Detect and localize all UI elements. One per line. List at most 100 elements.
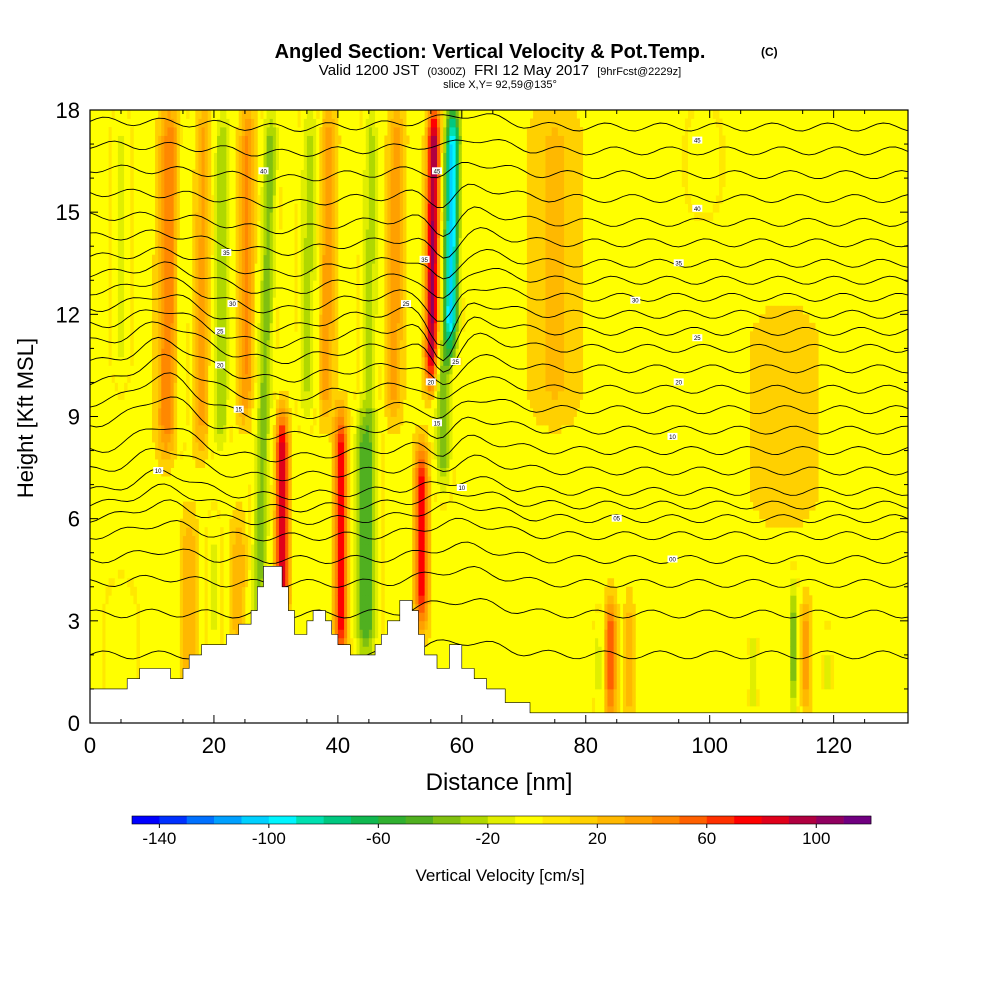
velocity-cell — [368, 254, 373, 264]
velocity-cell — [244, 348, 249, 358]
velocity-cell — [387, 425, 391, 434]
velocity-cell — [235, 612, 240, 622]
velocity-cell — [167, 356, 171, 366]
velocity-cell — [186, 322, 190, 332]
velocity-cell — [309, 237, 314, 247]
velocity-cell — [430, 161, 435, 170]
velocity-cell — [433, 212, 438, 222]
velocity-cell — [251, 365, 255, 375]
velocity-cell — [300, 314, 305, 324]
velocity-cell — [186, 229, 190, 239]
velocity-cell — [179, 595, 184, 605]
velocity-cell — [430, 186, 435, 196]
velocity-cell — [533, 212, 537, 222]
velocity-cell — [452, 212, 457, 222]
velocity-cell — [371, 203, 376, 213]
velocity-cell — [282, 459, 286, 468]
velocity-cell — [279, 493, 283, 503]
velocity-cell — [235, 552, 240, 562]
velocity-cell — [179, 373, 184, 383]
velocity-cell — [217, 390, 221, 400]
velocity-cell — [294, 246, 298, 256]
velocity-cell — [368, 416, 373, 426]
velocity-cell — [170, 110, 175, 119]
velocity-cell — [164, 331, 168, 341]
velocity-cell — [158, 144, 162, 153]
velocity-cell — [418, 433, 422, 443]
velocity-cell — [195, 178, 199, 188]
velocity-cell — [288, 493, 292, 503]
velocity-cell — [108, 314, 113, 324]
velocity-cell — [201, 246, 206, 256]
velocity-cell — [378, 459, 382, 468]
velocity-cell — [328, 331, 333, 341]
velocity-cell — [269, 433, 274, 443]
velocity-cell — [387, 271, 391, 281]
velocity-cell — [189, 595, 193, 605]
velocity-cell — [368, 620, 373, 630]
velocity-cell — [210, 442, 215, 451]
velocity-cell — [458, 144, 463, 153]
velocity-cell — [371, 612, 376, 622]
velocity-cell — [526, 390, 531, 400]
velocity-cell — [300, 382, 305, 392]
velocity-cell — [455, 348, 460, 358]
velocity-cell — [378, 169, 382, 179]
velocity-cell — [192, 229, 196, 239]
velocity-cell — [331, 612, 336, 622]
velocity-cell — [195, 544, 199, 554]
velocity-cell — [170, 297, 175, 307]
velocity-cell — [297, 178, 302, 188]
velocity-cell — [340, 544, 345, 554]
velocity-cell — [269, 135, 274, 145]
velocity-cell — [356, 552, 360, 562]
velocity-cell — [365, 297, 370, 307]
velocity-cell — [430, 135, 435, 145]
velocity-cell — [421, 280, 426, 290]
velocity-cell — [396, 382, 401, 392]
velocity-cell — [328, 373, 333, 383]
velocity-cell — [325, 263, 329, 273]
velocity-cell — [452, 203, 457, 213]
velocity-cell — [415, 578, 419, 588]
velocity-cell — [254, 229, 258, 239]
velocity-cell — [120, 356, 125, 366]
velocity-cell — [279, 110, 283, 119]
velocity-cell — [210, 237, 215, 247]
velocity-cell — [356, 407, 360, 417]
velocity-cell — [260, 416, 264, 426]
velocity-cell — [313, 254, 317, 264]
velocity-cell — [217, 135, 221, 145]
velocity-cell — [192, 578, 196, 588]
velocity-cell — [539, 331, 543, 341]
velocity-cell — [365, 161, 370, 170]
velocity-cell — [424, 127, 429, 136]
velocity-cell — [201, 390, 206, 400]
velocity-cell — [334, 535, 339, 545]
velocity-cell — [167, 271, 171, 281]
velocity-cell — [331, 620, 336, 630]
velocity-cell — [272, 450, 277, 460]
velocity-cell — [186, 535, 190, 545]
velocity-cell — [334, 237, 339, 247]
velocity-cell — [529, 152, 534, 162]
velocity-cell — [458, 297, 463, 307]
velocity-cell — [396, 144, 401, 153]
velocity-cell — [114, 297, 119, 307]
velocity-cell — [133, 646, 137, 656]
velocity-cell — [437, 331, 441, 341]
velocity-cell — [375, 178, 379, 188]
velocity-cell — [117, 390, 122, 400]
velocity-cell — [254, 603, 258, 613]
velocity-cell — [210, 569, 215, 579]
velocity-cell — [347, 535, 351, 545]
velocity-cell — [111, 620, 116, 630]
velocity-cell — [347, 629, 351, 639]
velocity-cell — [220, 348, 224, 358]
velocity-cell — [198, 195, 202, 205]
velocity-cell — [201, 407, 206, 417]
velocity-cell — [220, 544, 224, 554]
velocity-cell — [334, 305, 339, 315]
velocity-cell — [251, 127, 255, 136]
velocity-cell — [316, 169, 320, 179]
